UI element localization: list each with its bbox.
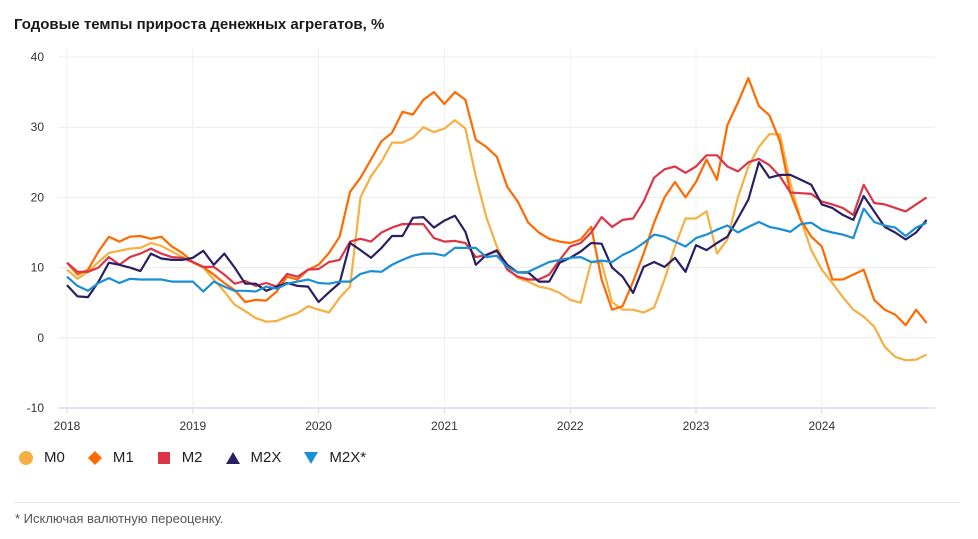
y-tick-label: 10 (31, 261, 45, 275)
divider (14, 502, 960, 503)
y-axis-ticks: 40 30 20 10 0 -10 (27, 50, 45, 415)
x-tick-label: 2019 (179, 419, 206, 433)
triangle-down-marker-icon (304, 451, 319, 464)
y-tick-label: 20 (31, 190, 45, 204)
x-axis-ticks: 2018 2019 2020 2021 2022 2023 2024 (54, 419, 836, 433)
legend-label: M2X (250, 449, 282, 466)
series-line-m2 (66, 154, 928, 288)
series-lines (66, 76, 928, 362)
series-line-m1 (66, 76, 928, 327)
legend-label: M2 (181, 449, 203, 466)
legend-item-m0[interactable]: M0 (18, 449, 65, 466)
diamond-marker-icon (87, 450, 102, 465)
series-line-m2x-star (66, 207, 928, 293)
x-tick-label: 2022 (557, 419, 584, 433)
y-tick-label: 0 (37, 331, 44, 345)
square-marker-icon (157, 451, 170, 464)
y-tick-label: 40 (31, 50, 45, 64)
legend-item-m1[interactable]: M1 (87, 449, 134, 466)
legend-item-m2[interactable]: M2 (156, 449, 203, 466)
legend-item-m2x[interactable]: M2X (225, 449, 282, 466)
legend: M0 M1 M2 M2X M2X* (18, 449, 388, 466)
x-tick-label: 2023 (683, 419, 710, 433)
legend-label: M0 (44, 449, 65, 466)
legend-item-m2x-star[interactable]: M2X* (303, 449, 366, 466)
y-tick-label: 30 (31, 120, 45, 134)
footnote: * Исключая валютную переоценку. (15, 511, 224, 526)
gridlines (58, 48, 935, 414)
legend-label: M1 (112, 449, 134, 466)
legend-label: M2X* (329, 449, 367, 466)
circle-marker-icon (19, 450, 33, 465)
y-tick-label: -10 (27, 401, 45, 415)
triangle-up-marker-icon (225, 451, 240, 464)
x-tick-label: 2018 (54, 419, 81, 433)
series-line-m2x (66, 161, 928, 304)
x-tick-label: 2021 (431, 419, 458, 433)
series-line-m0 (66, 119, 928, 362)
chart-title: Годовые темпы прироста денежных агрегато… (14, 16, 385, 33)
x-tick-label: 2020 (305, 419, 332, 433)
x-tick-label: 2024 (808, 419, 835, 433)
